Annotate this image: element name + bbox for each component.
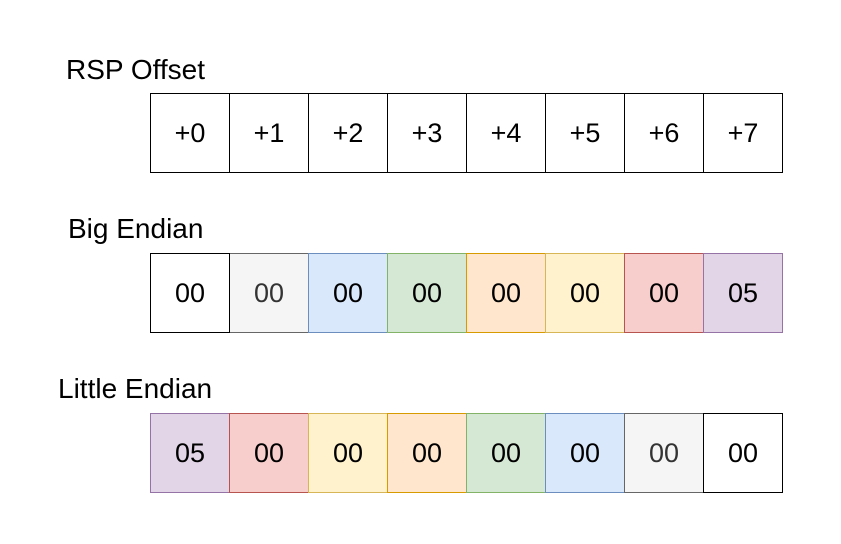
little-endian-byte-cell: 00 — [229, 413, 309, 493]
rsp-offset-label: RSP Offset — [66, 54, 206, 85]
big-endian-label: Big Endian — [68, 213, 204, 244]
big-endian-byte-cell: 05 — [703, 253, 783, 333]
big-endian-byte-cell: 00 — [624, 253, 704, 333]
big-endian-byte-cell: 00 — [545, 253, 625, 333]
offset-cell: +7 — [703, 93, 783, 173]
big-endian-byte-cell: 00 — [229, 253, 309, 333]
little-endian-row: 05 00 00 00 00 00 00 00 — [150, 413, 783, 493]
little-endian-byte-cell: 00 — [308, 413, 388, 493]
rsp-offset-row: +0 +1 +2 +3 +4 +5 +6 +7 — [150, 93, 783, 173]
offset-cell: +5 — [545, 93, 625, 173]
little-endian-byte-cell: 00 — [387, 413, 467, 493]
offset-cell: +4 — [466, 93, 546, 173]
little-endian-byte-cell: 00 — [545, 413, 625, 493]
offset-cell: +3 — [387, 93, 467, 173]
big-endian-byte-cell: 00 — [387, 253, 467, 333]
big-endian-row: 00 00 00 00 00 00 00 05 — [150, 253, 783, 333]
offset-cell: +6 — [624, 93, 704, 173]
offset-cell: +2 — [308, 93, 388, 173]
offset-cell: +0 — [150, 93, 230, 173]
little-endian-byte-cell: 00 — [703, 413, 783, 493]
little-endian-label: Little Endian — [58, 373, 213, 404]
offset-cell: +1 — [229, 93, 309, 173]
big-endian-byte-cell: 00 — [150, 253, 230, 333]
little-endian-byte-cell: 00 — [624, 413, 704, 493]
little-endian-byte-cell: 05 — [150, 413, 230, 493]
big-endian-byte-cell: 00 — [466, 253, 546, 333]
big-endian-byte-cell: 00 — [308, 253, 388, 333]
little-endian-byte-cell: 00 — [466, 413, 546, 493]
